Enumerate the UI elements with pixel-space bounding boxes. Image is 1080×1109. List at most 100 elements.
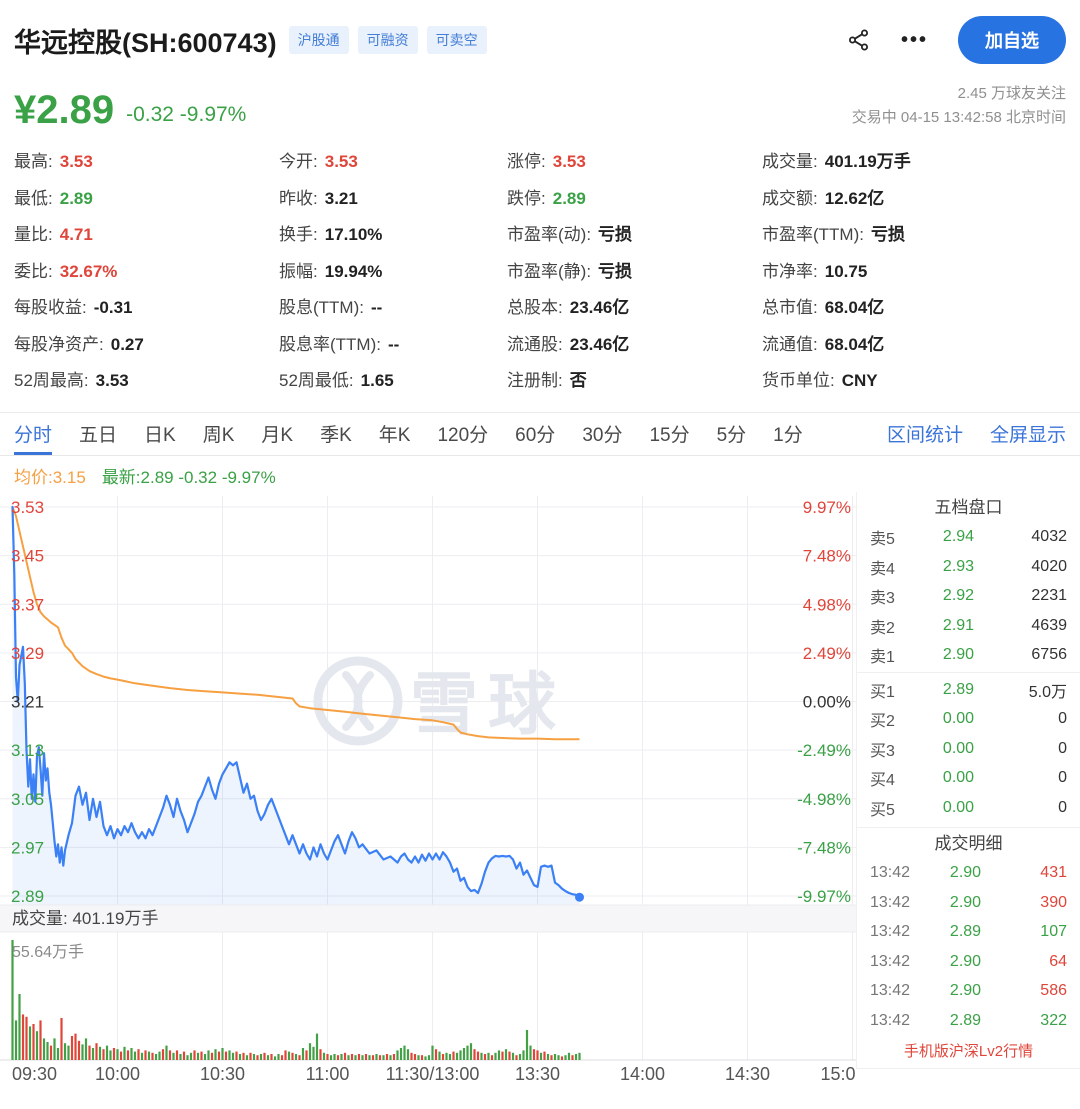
order-book-level: 卖4	[870, 560, 895, 578]
chart-grid	[0, 495, 856, 1060]
tab-五日[interactable]: 五日	[79, 424, 118, 446]
stat-row: 股息(TTM): --	[279, 290, 507, 327]
order-book-level: 卖3	[870, 590, 895, 608]
stat-row: 成交额: 12.62亿	[762, 181, 1066, 218]
price-area-fill	[12, 506, 580, 905]
stat-label: 市净率:	[762, 261, 818, 281]
link-区间统计[interactable]: 区间统计	[886, 425, 963, 446]
stat-value: 4.71	[59, 225, 93, 244]
share-icon[interactable]	[847, 28, 871, 52]
trade-time: 13:42	[870, 923, 911, 941]
y-axis-right-labels: 9.97% 7.48% 4.98% 2.49% 0.00% -2.49% -4.98% -7.…	[797, 498, 851, 906]
link-全屏显示[interactable]: 全屏显示	[989, 425, 1066, 446]
order-book-amount: 6756	[1031, 646, 1067, 664]
intraday-chart[interactable]: 雪球 成交量: 401.19万手 55.64万手 3.53 3.45 3.37 3.29 3.…	[0, 492, 866, 1092]
order-book-amount: 0	[1058, 710, 1067, 728]
stat-row: 总股本: 23.46亿	[507, 290, 762, 327]
stat-label: 市盈率(TTM):	[762, 225, 864, 244]
stat-value: 否	[569, 371, 587, 390]
stat-value: 3.53	[95, 371, 129, 390]
stat-value: 401.19万手	[824, 152, 911, 171]
stat-value: 3.21	[324, 188, 358, 208]
tab-季K[interactable]: 季K	[320, 424, 352, 446]
stat-value: 3.53	[552, 152, 586, 171]
order-book-divider	[857, 672, 1080, 673]
stat-row: 市盈率(动): 亏损	[507, 217, 762, 254]
svg-text:3.45: 3.45	[11, 546, 44, 565]
stat-label: 52周最高:	[14, 371, 89, 390]
page-title: 华远控股(SH:600743)	[14, 27, 277, 58]
stat-label: 最高:	[14, 152, 53, 171]
stat-row: 跌停: 2.89	[507, 181, 762, 218]
stat-row: 流通值: 68.04亿	[762, 327, 1066, 364]
followers-count: 2.45 万球友关注	[957, 85, 1066, 102]
order-book-level: 卖5	[870, 531, 895, 549]
stat-value: 3.53	[324, 152, 358, 171]
order-book-amount: 2231	[1031, 587, 1067, 605]
svg-text:3.05: 3.05	[11, 789, 44, 808]
svg-text:15:00: 15:00	[820, 1064, 856, 1084]
more-menu-icon[interactable]: •••	[900, 29, 928, 51]
stat-value: 亏损	[598, 225, 633, 244]
order-book-amount: 0	[1058, 798, 1067, 816]
stat-value: 68.04亿	[824, 334, 885, 354]
stat-value: 0.27	[110, 334, 144, 354]
stat-value: 2.89	[552, 188, 586, 208]
order-book-row: 买3 0.00 0	[857, 734, 1080, 764]
stat-row: 委比: 32.67%	[14, 254, 279, 291]
session-status: 交易中 04-15 13:42:58 北京时间	[851, 109, 1066, 126]
trades-title: 成交明细	[934, 833, 1003, 853]
tab-5分[interactable]: 5分	[716, 424, 747, 446]
tab-60分[interactable]: 60分	[515, 424, 556, 446]
trade-row: 13:42 2.90 64	[857, 947, 1080, 977]
tab-1分[interactable]: 1分	[773, 424, 803, 446]
stat-row: 最低: 2.89	[14, 181, 279, 218]
tab-年K[interactable]: 年K	[378, 424, 411, 446]
svg-text:14:30: 14:30	[725, 1064, 770, 1084]
stat-label: 换手:	[279, 225, 318, 244]
stat-row: 成交量: 401.19万手	[762, 144, 1066, 181]
order-book-amount: 4639	[1031, 616, 1067, 634]
order-book-level: 买1	[870, 683, 895, 701]
order-book-level: 卖1	[870, 649, 895, 667]
tab-分时[interactable]: 分时	[14, 413, 53, 455]
stat-row: 每股净资产: 0.27	[14, 327, 279, 364]
volume-total-label: 成交量: 401.19万手	[12, 909, 158, 928]
trade-price: 2.90	[949, 952, 982, 970]
trade-row: 13:42 2.90 586	[857, 977, 1080, 1007]
tab-30分[interactable]: 30分	[582, 424, 623, 446]
tab-周K[interactable]: 周K	[202, 424, 235, 446]
stat-label: 委比:	[14, 261, 53, 281]
tab-月K[interactable]: 月K	[261, 424, 294, 446]
order-book-price: 2.94	[942, 528, 975, 546]
order-book-title: 五档盘口	[934, 497, 1003, 517]
stats-column-3: 涨停: 3.53 跌停: 2.89 市盈率(动): 亏损 市盈率(静): 亏损 总股本: 23.4…	[507, 144, 762, 400]
stat-row: 市盈率(TTM): 亏损	[762, 217, 1066, 254]
quote-meta: 2.45 万球友关注 交易中 04-15 13:42:58 北京时间	[852, 82, 1066, 130]
stat-row: 股息率(TTM): --	[279, 327, 507, 364]
stat-row: 总市值: 68.04亿	[762, 290, 1066, 327]
order-book-price: 2.92	[942, 587, 975, 605]
tab-links: 区间统计 全屏显示	[887, 413, 1066, 455]
order-book-row: 买1 2.89 5.0万	[857, 675, 1080, 705]
lv2-quotes-link[interactable]: 手机版沪深Lv2行情	[903, 1042, 1034, 1060]
tab-15分[interactable]: 15分	[649, 424, 690, 446]
stats-column-1: 最高: 3.53 最低: 2.89 量比: 4.71 委比: 32.67% 每股收益: -0.31…	[14, 144, 279, 400]
add-watchlist-button[interactable]: 加自选	[958, 16, 1066, 64]
tab-日K[interactable]: 日K	[144, 424, 176, 446]
svg-text:13:30: 13:30	[515, 1064, 560, 1084]
svg-text:11:30/13:00: 11:30/13:00	[386, 1064, 480, 1084]
trade-price: 2.89	[949, 1011, 982, 1029]
trade-time: 13:42	[870, 982, 911, 1000]
order-book-level: 买5	[870, 801, 895, 819]
order-book-amount: 0	[1058, 769, 1067, 787]
tab-120分[interactable]: 120分	[437, 424, 489, 446]
stat-value: 亏损	[870, 225, 905, 244]
stat-value: 17.10%	[324, 225, 383, 244]
stats-column-4: 成交量: 401.19万手 成交额: 12.62亿 市盈率(TTM): 亏损 市净率: 10.…	[762, 144, 1066, 400]
stat-value: 32.67%	[59, 261, 118, 281]
svg-text:9.97%: 9.97%	[803, 498, 851, 517]
stat-label: 流通股:	[507, 334, 563, 354]
stat-value: 3.53	[59, 152, 93, 171]
